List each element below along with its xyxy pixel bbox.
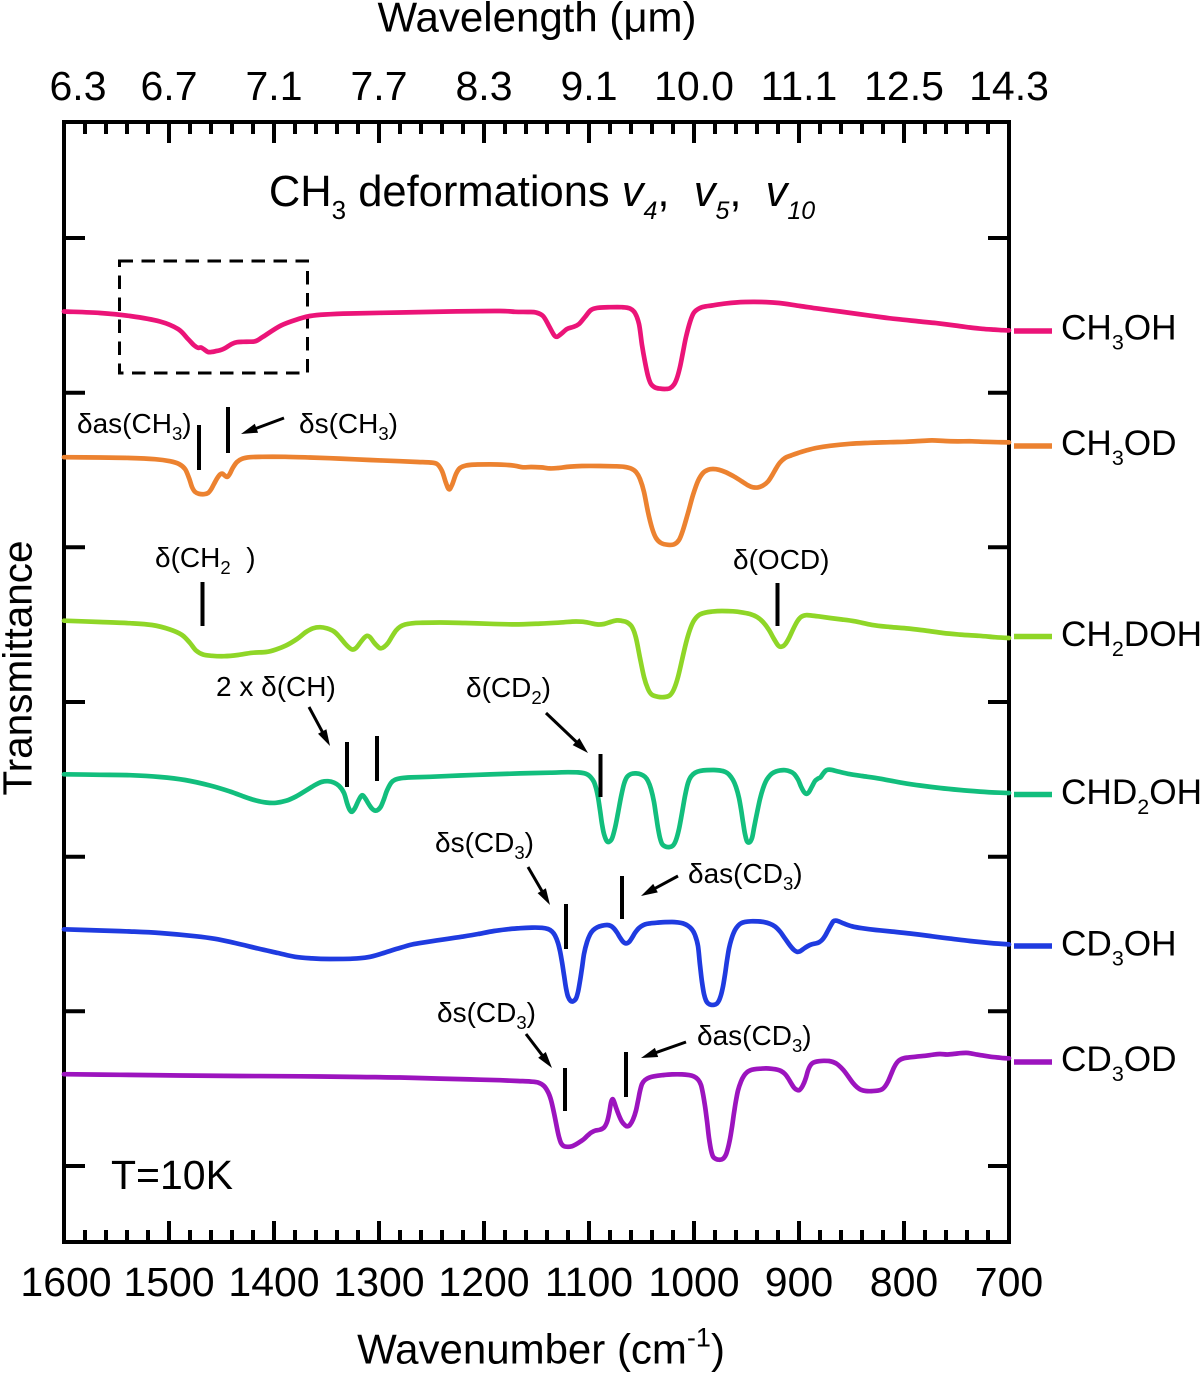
svg-text:800: 800 — [870, 1259, 938, 1305]
svg-text:7.1: 7.1 — [246, 63, 303, 109]
svg-text:1500: 1500 — [123, 1259, 214, 1305]
svg-text:9.1: 9.1 — [561, 63, 618, 109]
svg-text:900: 900 — [765, 1259, 833, 1305]
svg-text:6.3: 6.3 — [50, 63, 107, 109]
svg-text:CH2DOH: CH2DOH — [1061, 615, 1200, 661]
svg-text:11.1: 11.1 — [761, 63, 838, 109]
svg-text:1300: 1300 — [333, 1259, 424, 1305]
svg-text:1600: 1600 — [20, 1259, 111, 1305]
svg-text:8.3: 8.3 — [456, 63, 513, 109]
svg-text:1400: 1400 — [228, 1259, 319, 1305]
svg-text:δ(CD2): δ(CD2) — [466, 672, 551, 708]
svg-text:14.3: 14.3 — [969, 63, 1049, 109]
svg-text:700: 700 — [975, 1259, 1043, 1305]
svg-text:δas(CD3): δas(CD3) — [688, 858, 803, 894]
svg-text:6.7: 6.7 — [141, 63, 198, 109]
svg-text:δ(OCD): δ(OCD) — [733, 544, 829, 575]
svg-text:δ(CH2 ): δ(CH2 ) — [155, 542, 256, 578]
svg-text:1100: 1100 — [545, 1259, 633, 1305]
svg-text:CD3OD: CD3OD — [1061, 1040, 1177, 1086]
svg-text:Wavelength (μm): Wavelength (μm) — [377, 0, 696, 41]
svg-text:CH3OH: CH3OH — [1061, 309, 1177, 355]
svg-text:1200: 1200 — [438, 1259, 529, 1305]
svg-text:12.5: 12.5 — [864, 63, 944, 109]
svg-text:CHD2OH: CHD2OH — [1061, 773, 1200, 819]
svg-text:1000: 1000 — [648, 1259, 739, 1305]
svg-text:2 x δ(CH): 2 x δ(CH) — [216, 671, 336, 702]
svg-text:10.0: 10.0 — [654, 63, 734, 109]
svg-text:7.7: 7.7 — [351, 63, 408, 109]
svg-text:T=10K: T=10K — [111, 1152, 233, 1198]
svg-text:Wavenumber (cm-1): Wavenumber (cm-1) — [357, 1323, 725, 1373]
svg-text:Transmittance: Transmittance — [0, 540, 41, 795]
